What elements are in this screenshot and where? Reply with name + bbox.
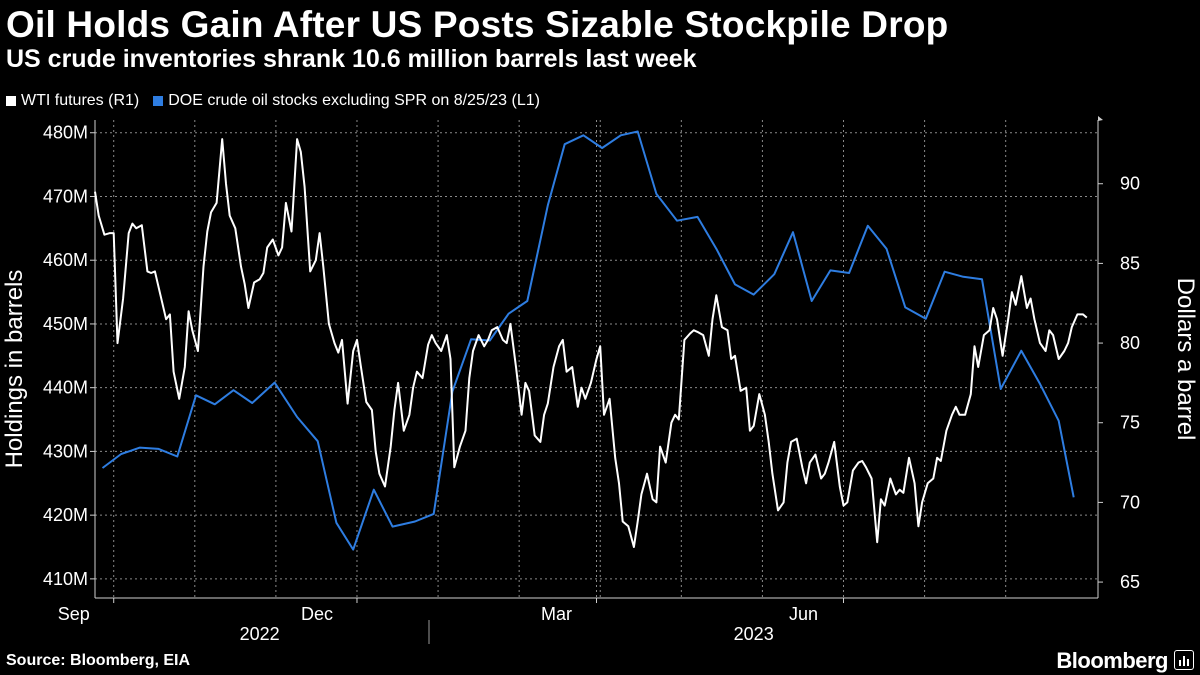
x-tick-label: Mar (541, 604, 572, 624)
left-tick-label: 460M (43, 250, 88, 270)
doe-stocks-line (101, 130, 1075, 551)
left-tick-label: 450M (43, 314, 88, 334)
legend-label-doe: DOE crude oil stocks excluding SPR on 8/… (168, 92, 540, 109)
right-tick-label: 65 (1120, 572, 1140, 592)
left-tick-label: 420M (43, 505, 88, 525)
right-tick-label: 80 (1120, 333, 1140, 353)
x-tick-label: Dec (301, 604, 333, 624)
right-tick-label: 85 (1120, 253, 1140, 273)
left-tick-label: 480M (43, 123, 88, 143)
legend-swatch-doe (153, 96, 164, 106)
x-tick-label: Jun (789, 604, 818, 624)
chart-subtitle: US crude inventories shrank 10.6 million… (6, 45, 697, 73)
right-tick-label: 90 (1120, 174, 1140, 194)
legend-item-doe: DOE crude oil stocks excluding SPR on 8/… (153, 92, 540, 110)
bloomberg-terminal-icon (1174, 650, 1194, 670)
legend-item-wti: WTI futures (R1) (6, 92, 139, 110)
source-note: Source: Bloomberg, EIA (6, 652, 191, 669)
wti-futures-line (94, 138, 1088, 548)
brand-logo: Bloomberg (1056, 648, 1168, 673)
left-axis-title: Holdings in barrels (1, 270, 28, 469)
legend-label-wti: WTI futures (R1) (21, 92, 140, 109)
right-tick-label: 75 (1120, 413, 1140, 433)
left-tick-label: 470M (43, 186, 88, 206)
left-tick-label: 410M (43, 569, 88, 589)
x-tick-label: Sep (58, 604, 90, 624)
right-tick-label: 70 (1120, 492, 1140, 512)
legend: WTI futures (R1) DOE crude oil stocks ex… (6, 92, 554, 110)
legend-swatch-wti (6, 96, 16, 106)
right-axis-title: Dollars a barrel (1172, 278, 1199, 441)
year-label: 2022 (240, 624, 280, 644)
right-axis-arrow (1098, 116, 1103, 121)
chart-title: Oil Holds Gain After US Posts Sizable St… (6, 4, 949, 45)
left-tick-label: 440M (43, 378, 88, 398)
year-label: 2023 (734, 624, 774, 644)
left-tick-label: 430M (43, 441, 88, 461)
